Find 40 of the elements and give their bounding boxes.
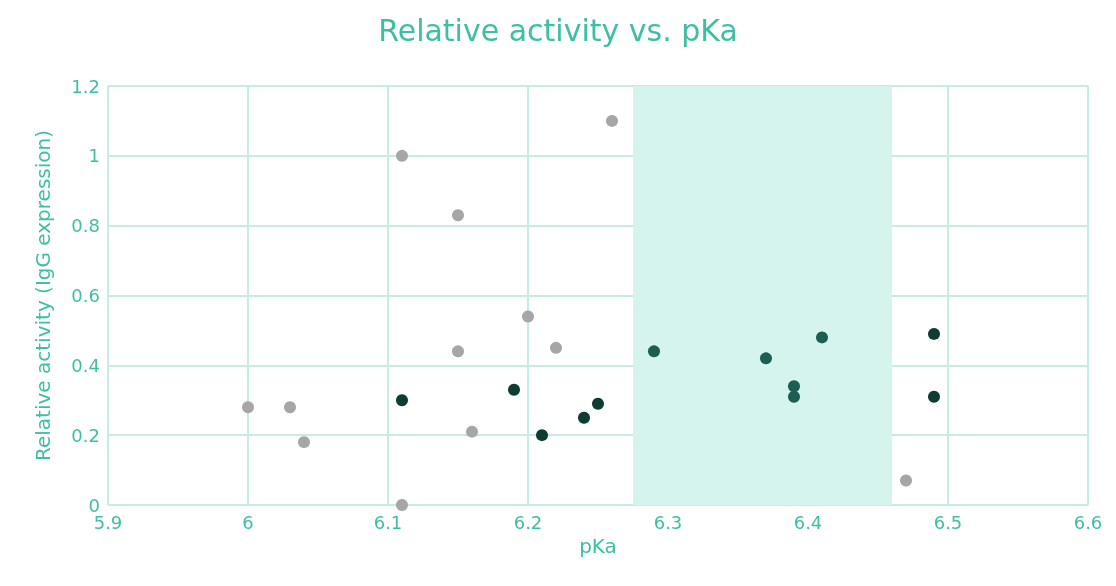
point: [578, 411, 590, 424]
point: [606, 114, 618, 127]
point: [452, 209, 464, 222]
y-tick-label: 0.8: [71, 215, 100, 237]
point: [396, 149, 408, 162]
chart-title: Relative activity vs. pKa: [378, 12, 738, 48]
x-tick-label: 6: [242, 511, 254, 533]
x-tick-label: 6.3: [653, 511, 683, 533]
y-tick-label: 1.2: [71, 75, 100, 97]
y-axis-title: Relative activity (IgG expression): [31, 129, 55, 462]
x-tick-label: 6.2: [513, 511, 543, 533]
x-tick-label: 6.4: [793, 511, 823, 533]
y-tick-label: 0.4: [71, 354, 100, 376]
x-axis-title: pKa: [579, 533, 617, 558]
point: [466, 425, 478, 438]
point: [788, 390, 800, 403]
point: [592, 397, 604, 410]
point: [396, 499, 408, 511]
point: [396, 394, 408, 407]
x-tick-label: 6.6: [1073, 511, 1103, 533]
point: [536, 429, 548, 442]
y-tick-label: 0.6: [71, 285, 100, 306]
point: [522, 310, 534, 323]
point: [508, 383, 520, 396]
point: [928, 327, 940, 340]
point: [788, 380, 800, 393]
point: [928, 390, 940, 403]
x-tick-label: 6.5: [933, 511, 963, 533]
point: [760, 352, 772, 365]
point: [900, 474, 912, 487]
point: [648, 345, 660, 358]
y-tick-label: 0.2: [71, 424, 100, 446]
point: [284, 401, 296, 414]
y-tick-label: 1: [88, 145, 100, 167]
x-tick-label: 6.1: [373, 511, 403, 533]
point: [298, 436, 310, 449]
point: [452, 345, 464, 358]
point: [242, 401, 254, 414]
point: [550, 341, 562, 354]
point: [816, 331, 828, 344]
